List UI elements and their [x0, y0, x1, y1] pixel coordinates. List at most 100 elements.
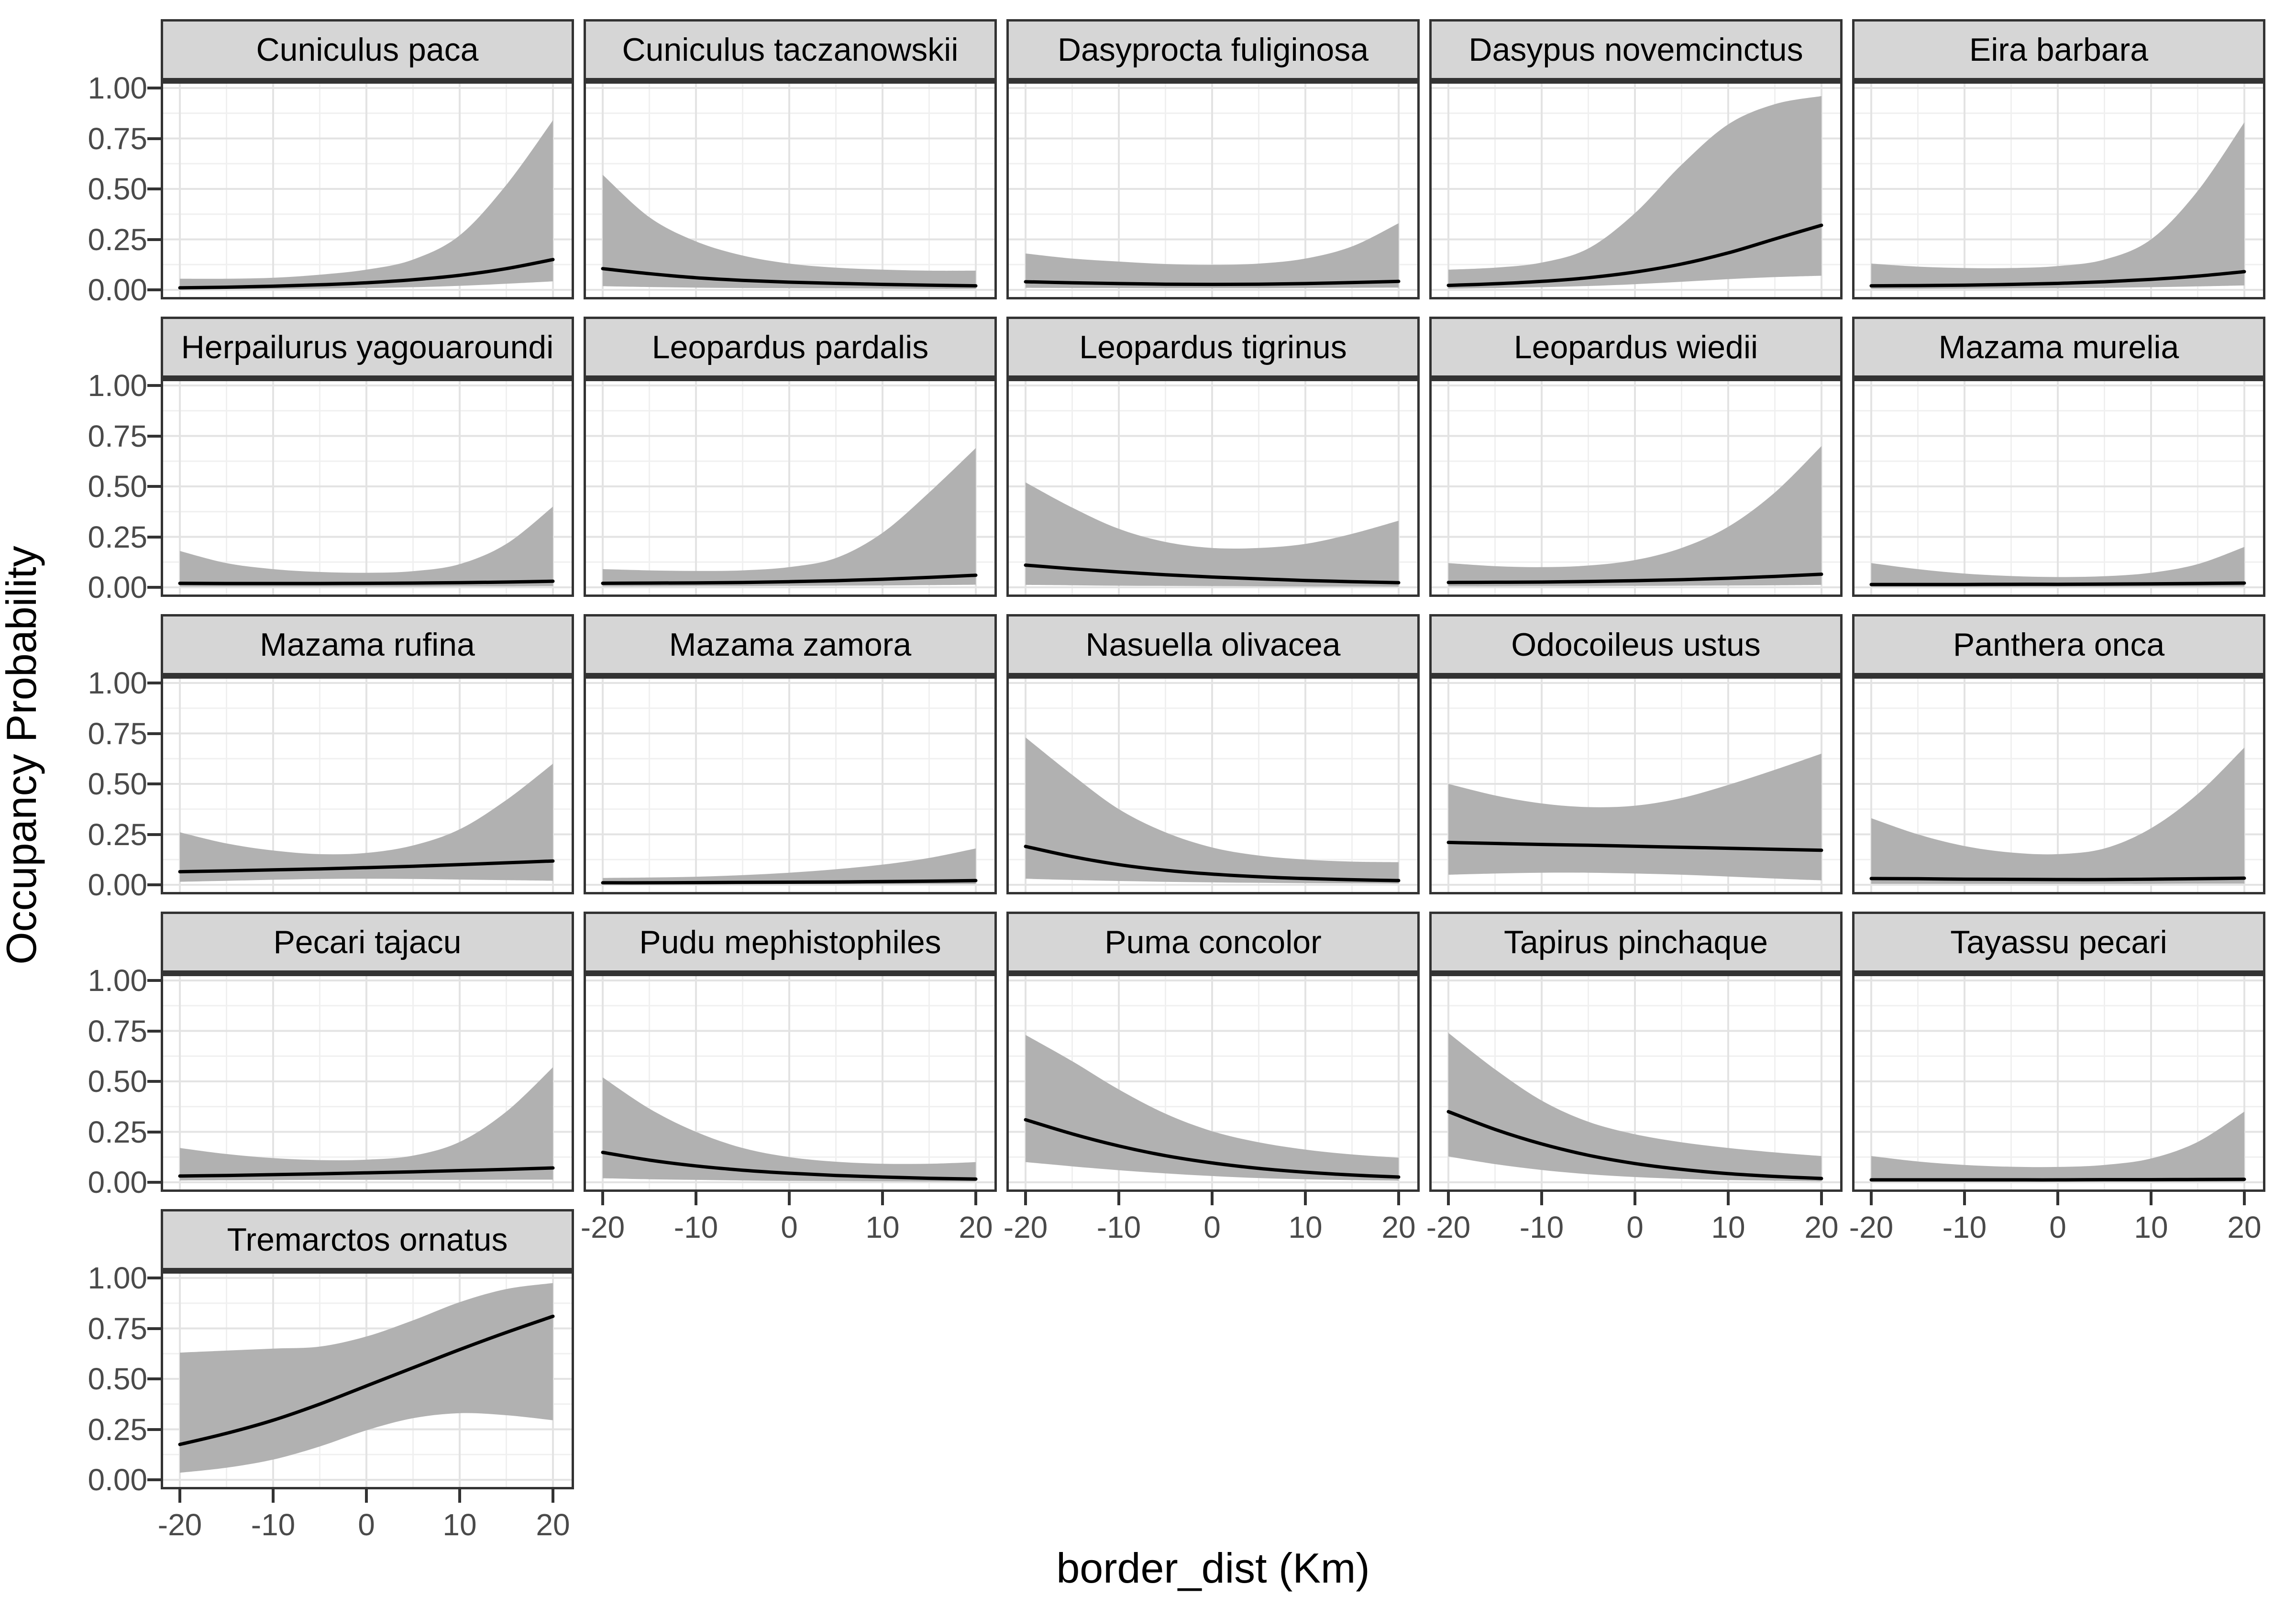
x-tick-label: 20 — [959, 1210, 993, 1244]
mean-occupancy-line — [1024, 279, 1401, 286]
facet-strip-label: Mazama murelia — [1938, 329, 2179, 365]
y-tick-mark — [147, 137, 161, 140]
x-tick-mark — [178, 1489, 181, 1503]
mean-occupancy-line — [1024, 845, 1401, 882]
y-tick-mark — [147, 1080, 161, 1083]
y-tick-mark — [147, 1478, 161, 1481]
facet-strip: Mazama rufina — [161, 614, 574, 676]
panel-border — [1852, 81, 2265, 299]
y-tick-label: 0.75 — [88, 716, 147, 751]
x-tick-mark — [1397, 1192, 1400, 1205]
ci-ribbon — [180, 120, 553, 290]
facet-plot-svg — [1852, 379, 2265, 597]
facet-plot-svg — [1429, 676, 1843, 894]
x-tick-label: -10 — [1519, 1210, 1564, 1244]
mean-occupancy-line — [178, 258, 555, 290]
y-tick-mark — [147, 434, 161, 438]
y-tick-mark — [147, 238, 161, 241]
facet-strip: Nasuella olivacea — [1006, 614, 1420, 676]
mean-occupancy-line — [178, 1166, 555, 1178]
y-tick-mark — [147, 782, 161, 785]
y-tick-label: 1.00 — [88, 1261, 147, 1295]
x-tick-label: 20 — [536, 1508, 570, 1542]
y-tick-label: 0.25 — [88, 1412, 147, 1447]
y-tick-label: 0.25 — [88, 1114, 147, 1149]
facet-plot-svg — [1006, 81, 1420, 299]
facet-strip: Panthera onca — [1852, 614, 2265, 676]
ci-ribbon — [180, 1067, 553, 1181]
mean-occupancy-line — [1024, 563, 1401, 584]
y-tick-label: 0.50 — [88, 469, 147, 504]
x-tick-label: 10 — [865, 1210, 900, 1244]
facet-panel: Panthera onca — [1852, 614, 2265, 894]
facet-panel: Nasuella olivacea — [1006, 614, 1420, 894]
x-tick-label: -10 — [1096, 1210, 1141, 1244]
facet-strip: Eira barbara — [1852, 19, 2265, 81]
ci-ribbon — [603, 1077, 976, 1182]
facet-panel: Tapirus pinchaque — [1429, 912, 1843, 1192]
facet-strip: Mazama zamora — [584, 614, 997, 676]
x-tick-label: -20 — [1003, 1210, 1048, 1244]
y-tick-label: 0.00 — [88, 570, 147, 605]
facet-strip-label: Odocoileus ustus — [1511, 627, 1761, 663]
facet-strip: Leopardus pardalis — [584, 317, 997, 379]
facet-strip-label: Tremarctos ornatus — [227, 1222, 508, 1258]
x-tick-mark — [1727, 1192, 1730, 1205]
facet-plot-svg — [1852, 81, 2265, 299]
x-tick-label: 20 — [1804, 1210, 1839, 1244]
facet-plot-svg — [161, 379, 574, 597]
y-tick-mark — [147, 288, 161, 291]
ci-ribbon — [1871, 122, 2244, 289]
x-tick-mark — [2056, 1192, 2059, 1205]
facet-strip-label: Nasuella olivacea — [1085, 627, 1341, 663]
x-tick-mark — [1447, 1192, 1450, 1205]
x-tick-mark — [552, 1489, 554, 1503]
mean-occupancy-line — [1446, 223, 1823, 287]
y-tick-mark — [147, 1029, 161, 1033]
facet-panel: Mazama rufina — [161, 614, 574, 894]
panel-border — [161, 379, 574, 597]
panel-border — [584, 81, 997, 299]
ci-ribbon — [1871, 547, 2244, 587]
mean-occupancy-line — [1446, 1110, 1823, 1180]
facet-panel: Leopardus tigrinus — [1006, 317, 1420, 597]
facet-strip: Tremarctos ornatus — [161, 1209, 574, 1271]
panel-border — [161, 1271, 574, 1489]
y-tick-mark — [147, 833, 161, 836]
facet-plot-svg — [161, 676, 574, 894]
y-tick-mark — [147, 979, 161, 982]
mean-occupancy-line — [601, 573, 978, 585]
facet-strip: Herpailurus yagouaroundi — [161, 317, 574, 379]
x-tick-mark — [1870, 1192, 1873, 1205]
facet-strip-label: Puma concolor — [1104, 924, 1322, 960]
y-tick-mark — [147, 1428, 161, 1431]
ci-ribbon — [603, 448, 976, 586]
y-tick-label: 0.75 — [88, 1311, 147, 1346]
facet-panel: Tremarctos ornatus — [161, 1209, 574, 1489]
y-tick-mark — [147, 586, 161, 589]
x-tick-label: 0 — [2049, 1210, 2066, 1244]
y-tick-label: 1.00 — [88, 666, 147, 700]
x-tick-label: -20 — [1849, 1210, 1894, 1244]
facet-panel: Tayassu pecari — [1852, 912, 2265, 1192]
facet-panel: Herpailurus yagouaroundi — [161, 317, 574, 597]
facet-plot-svg — [1006, 974, 1420, 1192]
facet-strip-label: Tapirus pinchaque — [1504, 924, 1768, 960]
panel-border — [1852, 676, 2265, 894]
facet-strip-label: Dasyprocta fuliginosa — [1057, 32, 1369, 68]
y-tick-label: 0.25 — [88, 222, 147, 257]
ci-ribbon — [603, 848, 976, 885]
x-tick-mark — [2150, 1192, 2152, 1205]
facet-strip: Dasyprocta fuliginosa — [1006, 19, 1420, 81]
mean-occupancy-line — [601, 879, 978, 885]
ci-ribbon — [1026, 482, 1399, 587]
mean-occupancy-line — [1869, 581, 2246, 586]
facet-plot-svg — [161, 81, 574, 299]
x-tick-label: -10 — [251, 1508, 296, 1542]
panel-border — [161, 81, 574, 299]
y-tick-label: 0.00 — [88, 868, 147, 902]
y-tick-label: 0.25 — [88, 817, 147, 852]
x-tick-mark — [1634, 1192, 1636, 1205]
panel-border — [1429, 676, 1843, 894]
y-tick-label: 0.00 — [88, 1463, 147, 1497]
